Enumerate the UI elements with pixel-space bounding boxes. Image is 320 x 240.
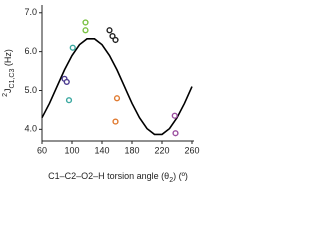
data-point [69,44,76,51]
data-point [65,97,73,104]
data-point [82,19,89,26]
chart: 2JC1,C3 (Hz) C1–C2–O2–H torsion angle (θ… [2,5,200,184]
y-label-sub: C1,C3 [9,69,16,89]
x-tick-label: 220 [154,145,169,155]
data-point [112,118,119,125]
y-tick-label: 7.0 [24,7,37,17]
data-point [106,27,113,34]
y-tick-label: 5.0 [24,85,37,95]
data-point [63,78,70,86]
data-point [171,112,178,119]
x-tick-label: 100 [64,145,79,155]
y-tick-label: 6.0 [24,46,37,56]
fit-curve [41,38,193,136]
data-point [82,27,89,34]
data-point [172,130,179,137]
x-tick-label: 60 [37,145,47,155]
x-label-main: C1–C2–O2–H torsion angle (θ [48,171,169,181]
x-label-end: ) (º) [173,171,188,181]
y-label-unit: (Hz) [3,49,13,69]
data-point [113,95,121,102]
x-tick-label: 180 [124,145,139,155]
y-label-main: J [3,88,13,93]
x-axis-label: C1–C2–O2–H torsion angle (θ2) (º) [48,171,188,184]
y-tick-label: 4.0 [24,124,37,134]
y-axis-label: 2JC1,C3 (Hz) [2,49,16,97]
x-label-sub: 2 [169,177,173,184]
data-point [112,36,119,44]
x-tick-label: 140 [94,145,109,155]
y-label-sup: 2 [2,93,9,97]
x-tick-label: 260 [184,145,199,155]
data-point [109,32,116,40]
